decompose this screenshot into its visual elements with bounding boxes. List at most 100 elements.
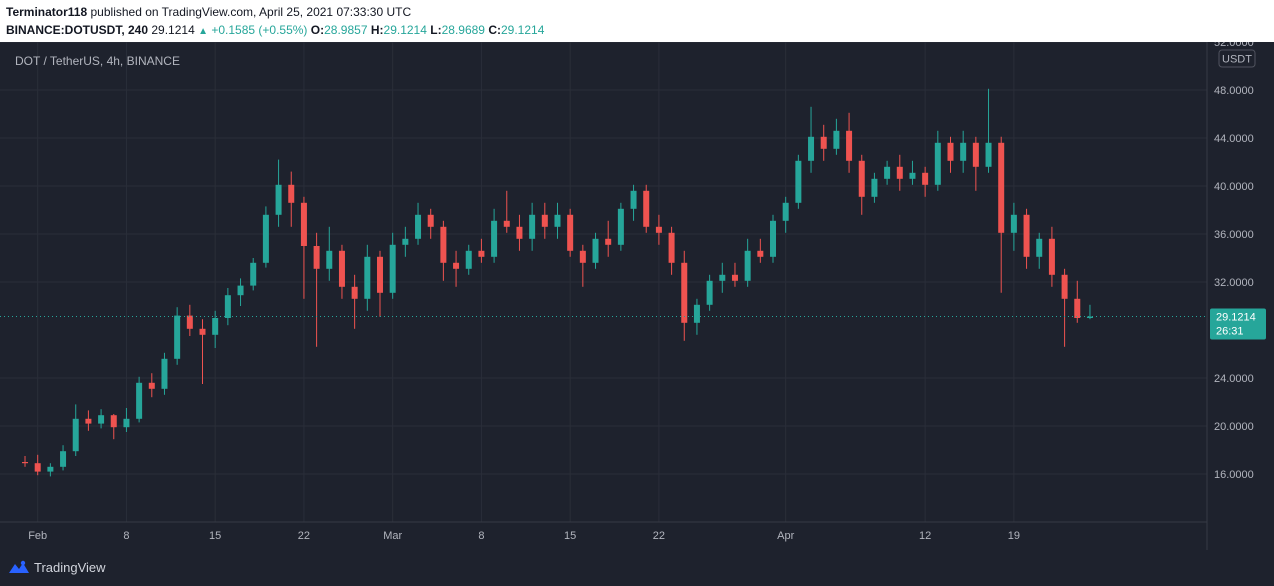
candle-body xyxy=(808,136,815,161)
candle-body xyxy=(427,214,434,227)
low-value: 28.9689 xyxy=(441,23,485,37)
candle-body xyxy=(1061,274,1068,299)
candle-body xyxy=(402,238,409,245)
candle-body xyxy=(782,202,789,221)
candle-body xyxy=(795,160,802,203)
candle-body xyxy=(123,418,130,428)
candle-body xyxy=(1010,214,1017,233)
y-tick-label: 16.0000 xyxy=(1214,469,1254,481)
close-label: C: xyxy=(488,23,501,37)
x-tick-label: Feb xyxy=(28,530,47,542)
candle-body xyxy=(554,214,561,227)
candle-body xyxy=(757,250,764,257)
candle-body xyxy=(655,226,662,233)
last-price-badge xyxy=(1210,308,1266,340)
x-tick-label: 19 xyxy=(1008,530,1020,542)
candle-body xyxy=(186,315,193,329)
brand-name[interactable]: TradingView xyxy=(34,560,106,575)
countdown-label: 26:31 xyxy=(1216,326,1244,338)
candle-body xyxy=(909,172,916,179)
candle-body xyxy=(250,262,257,286)
candle-body xyxy=(338,250,345,287)
candlestick-chart[interactable]: 52.0000 48.0000 44.0000 40.0000 36.0000 32.00… xyxy=(0,42,1274,550)
x-tick-label: Mar xyxy=(383,530,402,542)
candle-body xyxy=(579,250,586,263)
candle-body xyxy=(47,466,54,472)
candle-body xyxy=(985,142,992,167)
symbol-label: BINANCE:DOTUSDT, 240 xyxy=(6,23,149,37)
candle-body xyxy=(224,295,231,318)
candle-body xyxy=(136,382,143,419)
candle-body xyxy=(72,418,79,452)
author-name[interactable]: Terminator118 xyxy=(6,5,88,19)
candle-body xyxy=(174,315,181,359)
tradingview-logo-icon[interactable] xyxy=(8,560,30,574)
candle-body xyxy=(871,178,878,197)
y-tick-label: 44.0000 xyxy=(1214,133,1254,145)
candle-body xyxy=(376,256,383,293)
chart-panel[interactable]: 52.0000 48.0000 44.0000 40.0000 36.0000 32.00… xyxy=(0,42,1274,550)
candle-body xyxy=(34,463,41,472)
candle-body xyxy=(161,358,168,389)
footer-bar: TradingView xyxy=(0,550,1274,586)
open-value: 28.9857 xyxy=(324,23,368,37)
low-label: L: xyxy=(430,23,442,37)
candle-body xyxy=(998,142,1005,233)
x-tick-label: 22 xyxy=(298,530,310,542)
candle-body xyxy=(770,220,777,257)
candle-body xyxy=(947,142,954,161)
candle-body xyxy=(300,202,307,246)
candle-body xyxy=(846,130,853,161)
last-price: 29.1214 xyxy=(151,23,195,37)
candle-body xyxy=(85,418,92,424)
candle-body xyxy=(503,220,510,227)
ohlc-summary: BINANCE:DOTUSDT, 240 29.1214 ▲ +0.1585 (… xyxy=(6,23,544,37)
candle-body xyxy=(706,280,713,305)
x-tick-label: 8 xyxy=(478,530,484,542)
candle-body xyxy=(668,232,675,263)
candle-body xyxy=(148,382,155,389)
candle-body xyxy=(351,286,358,299)
candle-body xyxy=(275,184,282,215)
candle-body xyxy=(922,172,929,185)
candle-body xyxy=(605,238,612,245)
candle-body xyxy=(820,136,827,149)
candle-body xyxy=(440,226,447,263)
candle-body xyxy=(744,250,751,281)
candle-body xyxy=(199,328,206,335)
high-value: 29.1214 xyxy=(383,23,427,37)
candle-body xyxy=(98,415,105,424)
candle-body xyxy=(567,214,574,251)
up-arrow-icon: ▲ xyxy=(198,26,209,37)
x-tick-label: 12 xyxy=(919,530,931,542)
high-label: H: xyxy=(370,23,384,37)
candle-body xyxy=(237,285,244,296)
y-tick-label: 24.0000 xyxy=(1214,373,1254,385)
open-label: O: xyxy=(310,23,325,37)
candle-body xyxy=(719,274,726,281)
currency-badge-label: USDT xyxy=(1222,54,1252,66)
candle-body xyxy=(693,304,700,323)
candle-body xyxy=(972,142,979,167)
candle-body xyxy=(288,184,295,203)
x-tick-label: 22 xyxy=(653,530,665,542)
candle-body xyxy=(1036,238,1043,257)
candle-body xyxy=(643,190,650,227)
candle-body xyxy=(326,250,333,269)
last-price-label: 29.1214 xyxy=(1216,312,1256,324)
candle-body xyxy=(453,262,460,269)
x-tick-label: 15 xyxy=(564,530,576,542)
published-text: published on TradingView.com, April 25, … xyxy=(90,5,412,19)
candle-body xyxy=(516,226,523,239)
candle-body xyxy=(389,244,396,293)
x-tick-label: 15 xyxy=(209,530,221,542)
candle-body xyxy=(896,166,903,179)
y-tick-label: 40.0000 xyxy=(1214,181,1254,193)
candle-body xyxy=(465,250,472,269)
candle-body xyxy=(364,256,371,299)
candle-body xyxy=(833,130,840,149)
candle-body xyxy=(884,166,891,179)
publish-info: Terminator118 published on TradingView.c… xyxy=(6,5,411,19)
candle-body xyxy=(262,214,269,263)
candle-body xyxy=(415,214,422,239)
